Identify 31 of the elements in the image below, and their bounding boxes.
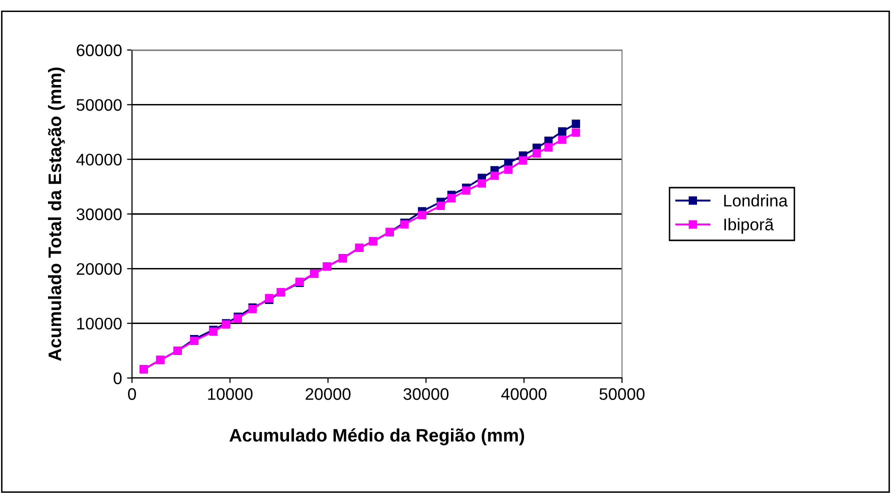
y-tick-label: 10000 — [77, 318, 122, 330]
x-tick-label: 40000 — [501, 388, 547, 400]
y-tick-label: 0 — [114, 372, 122, 384]
x-axis-title: Acumulado Médio da Região (mm) — [229, 428, 524, 446]
y-tick-label: 50000 — [76, 99, 122, 111]
legend-label: Ibiporã — [724, 218, 774, 234]
x-tick-label: 50000 — [599, 388, 645, 400]
point — [418, 210, 426, 220]
y-tick-label: 20000 — [76, 263, 122, 275]
point — [478, 179, 486, 188]
point — [436, 202, 445, 210]
x-tick-label: 20000 — [306, 388, 351, 400]
y-tick-label: 30000 — [76, 208, 122, 220]
point — [447, 194, 456, 202]
point — [532, 149, 541, 158]
point — [558, 127, 566, 136]
point — [490, 172, 499, 180]
x-tick-label: 30000 — [403, 388, 449, 400]
legend-label: Londrina — [724, 194, 788, 207]
x-tick-label: 0 — [128, 388, 136, 400]
point — [544, 143, 553, 152]
point — [462, 186, 470, 195]
y-tick-label: 60000 — [76, 44, 122, 56]
point — [572, 120, 580, 128]
y-tick-label: 40000 — [76, 154, 122, 166]
x-tick-label: 10000 — [208, 388, 253, 400]
point — [518, 156, 528, 165]
point — [558, 135, 566, 144]
point — [572, 128, 580, 137]
point — [504, 166, 512, 174]
y-axis-title: Acumulado Total da Estação (mm) — [48, 68, 65, 361]
